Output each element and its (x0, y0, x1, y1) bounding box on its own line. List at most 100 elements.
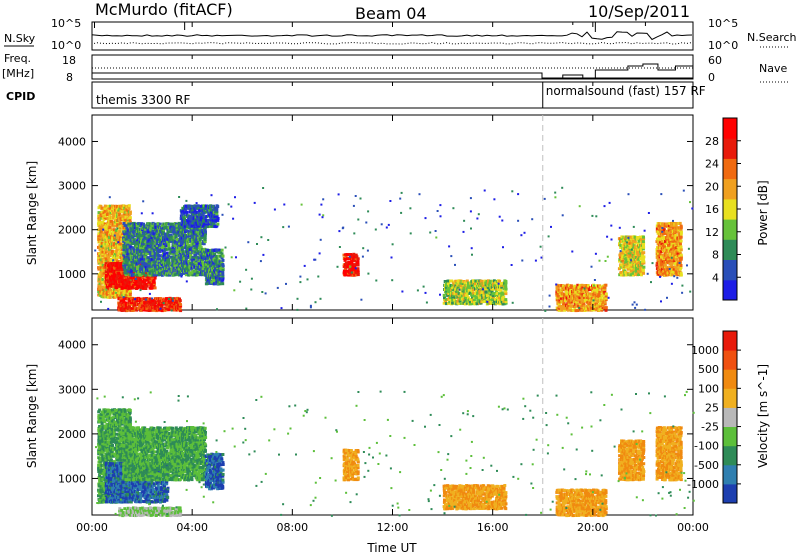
range-cell (108, 214, 112, 218)
range-cell (636, 236, 640, 239)
range-cell (131, 306, 135, 310)
range-cell (198, 234, 202, 238)
range-cell (351, 255, 355, 259)
range-cell (157, 261, 161, 265)
range-cell (587, 306, 590, 310)
range-cell (598, 290, 602, 294)
range-cell (152, 247, 156, 251)
range-cell (215, 207, 219, 210)
range-cell (165, 307, 169, 311)
range-cell (167, 226, 171, 230)
range-cell (181, 250, 185, 254)
range-cell (142, 297, 146, 301)
range-cell (124, 264, 128, 267)
range-cell (659, 271, 663, 275)
range-cell (624, 259, 628, 263)
range-cell (141, 246, 145, 249)
range-cell (160, 265, 163, 269)
range-cell (475, 296, 479, 300)
range-cell (123, 286, 127, 290)
power-data (94, 186, 694, 313)
range-cell (187, 243, 191, 247)
range-cell (559, 296, 563, 300)
range-cell (631, 269, 635, 273)
range-cell (145, 232, 149, 235)
range-cell (117, 208, 121, 212)
range-cell (115, 268, 119, 272)
range-cell (658, 240, 662, 244)
range-cell (445, 284, 449, 288)
range-cell (151, 229, 155, 233)
range-cell (578, 295, 582, 299)
range-cell (138, 267, 142, 271)
range-cell (210, 280, 214, 284)
range-cell (221, 263, 225, 266)
range-cell (215, 262, 219, 266)
range-cell (502, 295, 506, 299)
range-cell (588, 304, 592, 308)
range-cell (626, 263, 630, 267)
range-cell (130, 276, 134, 280)
range-cell (484, 290, 488, 294)
range-cell (586, 284, 590, 288)
range-cell (144, 227, 148, 231)
range-cell (662, 259, 666, 263)
range-cell (112, 246, 116, 250)
range-cell (658, 257, 662, 261)
range-cell (456, 300, 460, 303)
range-cell (493, 283, 497, 287)
range-cell (213, 215, 217, 219)
range-cell (659, 261, 663, 265)
range-cell (558, 300, 562, 304)
range-cell (207, 267, 211, 270)
range-cell (484, 281, 488, 285)
range-cell (101, 254, 105, 257)
range-cell (195, 245, 199, 249)
range-cell (562, 292, 566, 296)
noise-right-label: N.Search (747, 31, 797, 44)
range-cell (113, 291, 117, 295)
range-cell (631, 263, 635, 267)
range-cell (129, 302, 133, 306)
range-cell (132, 301, 135, 305)
range-cell (447, 288, 450, 292)
range-cell (582, 304, 586, 307)
range-cell (627, 257, 631, 261)
range-cell (450, 279, 454, 283)
range-cell (179, 228, 183, 232)
range-cell (356, 263, 360, 267)
range-cell (590, 288, 594, 292)
range-cell (121, 234, 125, 238)
range-cell (101, 277, 105, 281)
range-cell (102, 271, 106, 275)
range-cell (152, 303, 156, 307)
range-cell (119, 252, 123, 256)
range-cell (152, 258, 156, 262)
range-cell (114, 245, 118, 249)
range-cell (211, 224, 215, 228)
range-cell (148, 245, 152, 249)
range-cell (486, 301, 490, 305)
range-cell (185, 242, 189, 245)
range-cell (577, 292, 581, 296)
range-cell (574, 290, 578, 294)
range-cell (120, 284, 124, 288)
range-cell (559, 306, 563, 310)
range-cell (488, 279, 492, 283)
range-cell (633, 235, 637, 239)
range-cell (215, 208, 219, 212)
range-cell (175, 225, 179, 229)
range-cell (123, 223, 127, 227)
range-cell (151, 286, 155, 290)
range-cell (154, 228, 158, 232)
range-cell (212, 276, 216, 279)
range-cell (159, 228, 163, 232)
range-cell (661, 267, 665, 271)
range-cell (193, 238, 197, 242)
range-cell (139, 305, 142, 309)
range-cell (152, 299, 156, 303)
range-cell (152, 280, 156, 284)
range-cell (218, 248, 222, 252)
range-cell (160, 224, 164, 228)
range-cell (138, 253, 142, 257)
